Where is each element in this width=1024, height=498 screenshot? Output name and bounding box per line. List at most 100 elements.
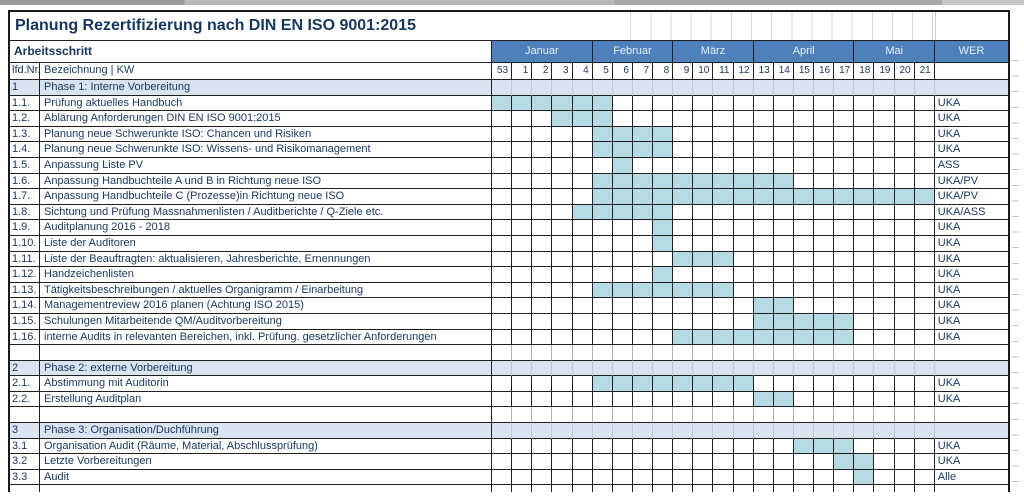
week-cell[interactable] (713, 407, 734, 424)
kw-header-cell[interactable]: 15 (793, 63, 814, 80)
week-cell[interactable] (894, 329, 915, 346)
week-cell[interactable] (894, 469, 915, 486)
week-cell[interactable] (693, 267, 714, 283)
week-cell[interactable] (512, 423, 533, 439)
week-cell[interactable] (713, 360, 734, 377)
week-cell[interactable] (914, 235, 935, 252)
kw-header-cell[interactable]: 19 (874, 63, 895, 80)
gantt-bar-cell[interactable] (653, 235, 674, 252)
kw-header-cell[interactable]: 7 (632, 63, 653, 80)
week-cell[interactable] (512, 220, 533, 236)
task-label-cell[interactable]: Ablärung Anforderungen DIN EN ISO 9001:2… (40, 111, 492, 127)
week-cell[interactable] (512, 157, 533, 174)
gantt-bar-cell[interactable] (814, 313, 835, 330)
gantt-bar-cell[interactable] (653, 220, 674, 236)
gantt-bar-cell[interactable] (653, 189, 674, 205)
week-cell[interactable] (753, 454, 774, 470)
gantt-bar-cell[interactable] (552, 95, 573, 112)
week-cell[interactable] (713, 313, 734, 330)
week-cell[interactable] (693, 126, 714, 143)
gantt-bar-cell[interactable] (854, 469, 875, 486)
row-number-cell[interactable]: 2 (10, 360, 40, 377)
week-cell[interactable] (532, 345, 553, 361)
week-cell[interactable] (632, 469, 653, 486)
row-number-cell[interactable]: 1.10. (10, 235, 40, 252)
week-cell[interactable] (874, 157, 895, 174)
week-cell[interactable] (572, 360, 593, 377)
week-cell[interactable] (572, 423, 593, 439)
wer-cell[interactable]: UKA (934, 454, 1008, 470)
week-cell[interactable] (693, 407, 714, 424)
week-cell[interactable] (653, 423, 674, 439)
week-cell[interactable] (492, 204, 513, 221)
week-cell[interactable] (874, 80, 895, 96)
week-cell[interactable] (673, 485, 694, 493)
week-cell[interactable] (814, 282, 835, 299)
week-cell[interactable] (512, 251, 533, 268)
week-cell[interactable] (894, 267, 915, 283)
week-cell[interactable] (874, 469, 895, 486)
week-cell[interactable] (713, 220, 734, 236)
week-cell[interactable] (552, 126, 573, 143)
week-cell[interactable] (914, 267, 935, 283)
week-cell[interactable] (572, 235, 593, 252)
phase-label-cell[interactable]: Phase 3: Organisation/Duchführung (40, 423, 492, 439)
gantt-bar-cell[interactable] (773, 298, 794, 314)
week-cell[interactable] (572, 438, 593, 455)
week-cell[interactable] (814, 111, 835, 127)
gantt-bar-cell[interactable] (753, 298, 774, 314)
week-cell[interactable] (512, 438, 533, 455)
week-cell[interactable] (854, 204, 875, 221)
week-cell[interactable] (914, 469, 935, 486)
row-number-cell[interactable]: 2.1. (10, 376, 40, 392)
week-cell[interactable] (612, 407, 633, 424)
week-cell[interactable] (914, 313, 935, 330)
week-cell[interactable] (753, 220, 774, 236)
week-cell[interactable] (592, 313, 613, 330)
week-cell[interactable] (733, 423, 754, 439)
gantt-bar-cell[interactable] (814, 189, 835, 205)
kw-header-cell[interactable]: 12 (733, 63, 754, 80)
week-cell[interactable] (532, 391, 553, 408)
week-cell[interactable] (632, 313, 653, 330)
week-cell[interactable] (814, 80, 835, 96)
gantt-bar-cell[interactable] (612, 189, 633, 205)
week-cell[interactable] (572, 345, 593, 361)
week-cell[interactable] (894, 282, 915, 299)
week-cell[interactable] (612, 469, 633, 486)
week-cell[interactable] (572, 251, 593, 268)
task-label-cell[interactable]: Liste der Auditoren (40, 235, 492, 252)
task-label-cell[interactable] (40, 345, 492, 361)
week-cell[interactable] (854, 126, 875, 143)
gantt-bar-cell[interactable] (653, 376, 674, 392)
week-cell[interactable] (733, 282, 754, 299)
gantt-bar-cell[interactable] (612, 157, 633, 174)
week-cell[interactable] (492, 80, 513, 96)
gantt-bar-cell[interactable] (572, 111, 593, 127)
week-cell[interactable] (874, 173, 895, 190)
week-cell[interactable] (854, 485, 875, 493)
wer-cell[interactable] (934, 80, 1008, 96)
week-cell[interactable] (733, 111, 754, 127)
gantt-bar-cell[interactable] (592, 189, 613, 205)
wer-cell[interactable]: UKA (934, 111, 1008, 127)
week-cell[interactable] (512, 407, 533, 424)
gantt-bar-cell[interactable] (592, 95, 613, 112)
week-cell[interactable] (814, 251, 835, 268)
week-cell[interactable] (773, 423, 794, 439)
week-cell[interactable] (834, 111, 855, 127)
week-cell[interactable] (773, 469, 794, 486)
week-cell[interactable] (834, 423, 855, 439)
week-cell[interactable] (793, 142, 814, 158)
week-cell[interactable] (572, 407, 593, 424)
kw-header-cell[interactable]: 10 (693, 63, 714, 80)
week-cell[interactable] (512, 345, 533, 361)
week-cell[interactable] (894, 157, 915, 174)
week-cell[interactable] (733, 298, 754, 314)
week-cell[interactable] (753, 407, 774, 424)
week-cell[interactable] (653, 454, 674, 470)
week-cell[interactable] (814, 469, 835, 486)
week-cell[interactable] (693, 469, 714, 486)
task-label-cell[interactable]: Anpassung Handbuchteile C (Prozesse)in R… (40, 189, 492, 205)
gantt-bar-cell[interactable] (612, 204, 633, 221)
